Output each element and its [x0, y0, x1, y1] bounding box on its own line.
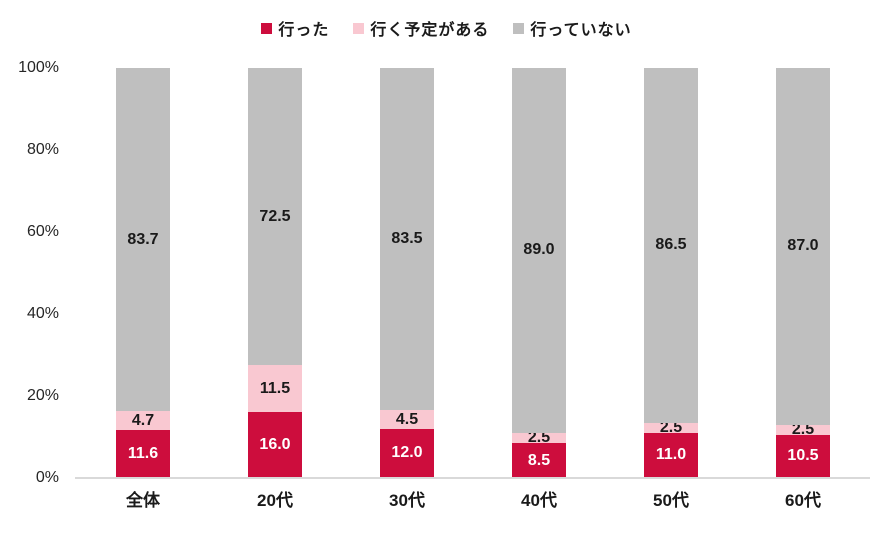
bar-segment-value: 2.5 — [659, 418, 683, 436]
bar-segment: 83.7 — [116, 68, 170, 412]
legend-item: 行った — [261, 16, 329, 40]
bar-segment-value: 8.5 — [527, 451, 551, 469]
bar-segment: 4.5 — [380, 410, 434, 429]
legend-swatch-icon — [261, 22, 273, 34]
bar-segment: 11.6 — [116, 430, 170, 478]
bar-segment-value: 11.5 — [259, 379, 291, 397]
legend-label: 行っていない — [530, 22, 632, 39]
bar-segment-value: 83.7 — [127, 230, 159, 248]
x-axis-category-label: 60代 — [785, 491, 821, 510]
bar-segment-value: 83.5 — [391, 230, 423, 248]
bar-segment: 87.0 — [776, 68, 830, 425]
bar-segment: 12.0 — [380, 428, 434, 478]
bar-segment: 72.5 — [248, 68, 302, 366]
legend-label: 行く予定がある — [370, 22, 490, 39]
chart-legend: 行った 行く予定がある 行っていない — [0, 14, 893, 42]
bar-segment: 16.0 — [248, 412, 302, 478]
bar-segment-value: 87.0 — [787, 237, 819, 255]
bar-segment-value: 86.5 — [655, 236, 687, 254]
y-axis-tick-label: 20% — [26, 387, 59, 404]
bar-segment: 2.5 — [512, 429, 566, 446]
legend-item: 行っていない — [513, 16, 631, 40]
bar-segment-value: 12.0 — [391, 444, 423, 462]
bar-segment: 10.5 — [776, 434, 830, 478]
y-axis-tick-label: 100% — [18, 59, 59, 76]
bar-segment-value: 16.0 — [259, 436, 291, 454]
bar-segment: 4.7 — [116, 411, 170, 431]
bar-segment: 11.0 — [644, 432, 698, 478]
bar-segment: 89.0 — [512, 68, 566, 433]
y-axis-tick-label: 0% — [35, 469, 59, 486]
x-axis-category-label: 30代 — [389, 491, 425, 510]
bar-segment: 86.5 — [644, 68, 698, 423]
bar-segment-value: 11.0 — [655, 446, 687, 464]
y-axis-tick-label: 40% — [26, 305, 59, 322]
bar-segment: 2.5 — [776, 421, 830, 438]
legend-swatch-icon — [513, 22, 525, 34]
legend-swatch-icon — [353, 22, 365, 34]
bar-segment-value: 4.5 — [395, 410, 419, 428]
x-axis-line — [75, 477, 870, 479]
bar-segment: 11.5 — [248, 365, 302, 413]
bar-segment-value: 89.0 — [523, 241, 555, 259]
x-axis-category-label: 全体 — [126, 491, 160, 510]
y-axis-tick-label: 80% — [26, 141, 59, 158]
bar-segment: 8.5 — [512, 443, 566, 478]
x-axis-category-label: 40代 — [521, 491, 557, 510]
legend-item: 行く予定がある — [353, 16, 489, 40]
bar-segment-value: 72.5 — [259, 207, 291, 225]
bar-segment-value: 2.5 — [791, 420, 815, 438]
bar-segment-value: 2.5 — [527, 429, 551, 447]
x-axis-category-label: 20代 — [257, 491, 293, 510]
bar-segment-value: 4.7 — [131, 411, 155, 429]
bar-segment-value: 11.6 — [127, 445, 159, 463]
bar-segment: 83.5 — [380, 68, 434, 411]
bar-segment: 2.5 — [644, 419, 698, 436]
bar-segment-value: 10.5 — [787, 447, 819, 465]
y-axis-tick-label: 60% — [26, 223, 59, 240]
x-axis-category-label: 50代 — [653, 491, 689, 510]
legend-label: 行った — [278, 22, 330, 39]
